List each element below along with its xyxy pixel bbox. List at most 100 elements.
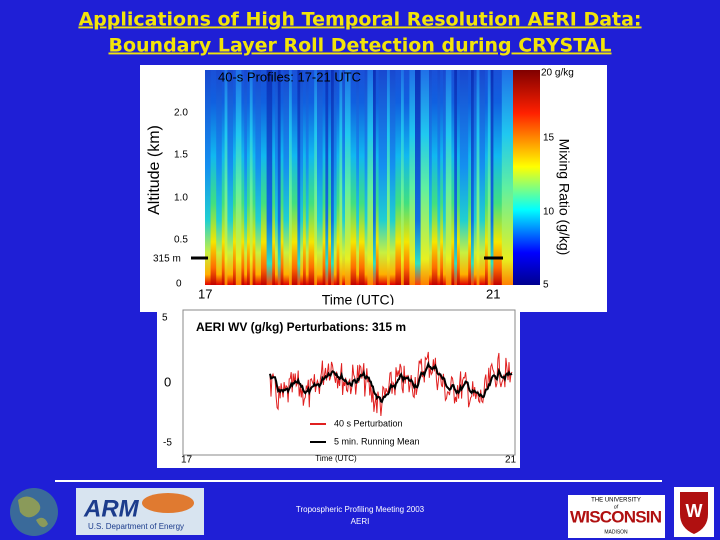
uw-line1: THE UNIVERSITY (591, 498, 641, 504)
doe-text: U.S. Department of Energy (88, 522, 184, 531)
heat-stripe (409, 70, 413, 285)
arm-sun (142, 493, 194, 513)
heat-stripe (445, 70, 450, 285)
heat-stripe (207, 70, 212, 285)
heat-stripe (373, 70, 377, 285)
heat-stripe (375, 70, 380, 285)
profile-y-label: Altitude (km) (146, 125, 163, 215)
uw-of: of (614, 504, 619, 510)
heat-stripe (459, 70, 464, 285)
heat-stripe (392, 70, 396, 285)
footer-meeting: Tropospheric Profiling Meeting 2003 (296, 505, 425, 514)
heat-stripe (437, 70, 441, 285)
heat-stripe (311, 70, 315, 285)
heat-stripe (333, 70, 338, 285)
perturbation-y-tick: -5 (163, 438, 172, 449)
heat-stripe (342, 70, 346, 285)
heat-stripe (434, 70, 438, 285)
heat-stripe (300, 70, 304, 285)
earth-land (18, 496, 48, 528)
title-line2: Boundary Layer Roll Detection during CRY… (108, 35, 611, 57)
heat-stripe (457, 70, 461, 285)
heat-stripe (325, 70, 329, 285)
heat-stripe (280, 70, 284, 285)
colorbar-tick: 5 (543, 280, 549, 291)
perturbation-x-tick: 21 (505, 455, 517, 466)
heat-stripe (247, 70, 251, 285)
marker-label: 315 m (153, 254, 181, 265)
heat-stripe (403, 70, 408, 285)
heat-stripe (406, 70, 410, 285)
heat-stripe (261, 70, 265, 285)
heat-stripe (426, 70, 430, 285)
perturbation-y-tick: 5 (162, 313, 168, 324)
colorbar-label: Mixing Ratio (g/kg) (556, 139, 572, 256)
perturbation-x-tick: 17 (181, 455, 193, 466)
profile-y-tick: 1.0 (174, 193, 188, 204)
heat-stripe (465, 70, 469, 285)
perturbation-title: AERI WV (g/kg) Perturbations: 315 m (196, 320, 406, 334)
heat-stripe (213, 70, 217, 285)
heat-stripe (356, 70, 360, 285)
running-mean-trace (269, 360, 513, 404)
heat-stripe (468, 70, 472, 285)
heat-stripe (479, 70, 483, 285)
title-line1: Applications of High Temporal Resolution… (78, 9, 641, 31)
colorbar (513, 70, 540, 285)
heat-stripe (305, 70, 310, 285)
uw-madison: MADISON (604, 529, 628, 535)
profile-y-tick: 0 (176, 279, 182, 290)
heat-stripe (487, 70, 492, 285)
heat-stripe (235, 70, 240, 285)
heat-stripe (476, 70, 480, 285)
heat-stripe (328, 70, 332, 285)
heat-stripe (286, 70, 290, 285)
heat-stripe (482, 70, 486, 285)
heat-stripe (263, 70, 268, 285)
heat-stripe (381, 70, 385, 285)
heat-stripe (303, 70, 307, 285)
perturbation-y-tick: 0 (164, 374, 171, 389)
colorbar-tick: 20 g/kg (541, 68, 574, 79)
legend-entry: 5 min. Running Mean (334, 436, 420, 446)
heat-stripe (224, 70, 228, 285)
heat-stripe (291, 70, 296, 285)
heat-stripe (331, 70, 335, 285)
profile-y-tick: 2.0 (174, 108, 188, 119)
heat-stripe (367, 70, 371, 285)
heat-stripe (255, 70, 259, 285)
heat-stripe (429, 70, 433, 285)
heat-stripe (490, 70, 494, 285)
crest-mark: W (686, 501, 703, 521)
heat-stripe (336, 70, 340, 285)
heat-stripe (507, 70, 511, 285)
heat-stripe (266, 70, 270, 285)
heat-stripe (252, 70, 256, 285)
heat-stripe (227, 70, 231, 285)
heat-stripe (401, 70, 405, 285)
legend-entry: 40 s Perturbation (334, 418, 403, 428)
heat-stripe (269, 70, 273, 285)
heatmap (205, 70, 514, 285)
heat-stripe (493, 70, 497, 285)
profile-y-tick: 1.5 (174, 150, 188, 161)
profile-x-label: Time (UTC) (322, 292, 395, 308)
heat-stripe (353, 70, 357, 285)
heat-stripe (314, 70, 318, 285)
perturbation-x-label: Time (UTC) (315, 454, 357, 463)
heat-stripe (238, 70, 242, 285)
heat-stripe (440, 70, 444, 285)
heat-stripe (431, 70, 436, 285)
heat-stripe (451, 70, 455, 285)
heat-stripe (359, 70, 363, 285)
heat-stripe (210, 70, 214, 285)
heat-stripe (233, 70, 237, 285)
heat-stripe (423, 70, 427, 285)
heat-stripe (241, 70, 245, 285)
profile-title: 40-s Profiles: 17-21 UTC (218, 69, 361, 84)
heat-stripe (347, 70, 352, 285)
heat-stripe (504, 70, 508, 285)
heat-stripe (308, 70, 312, 285)
heat-stripe (496, 70, 500, 285)
